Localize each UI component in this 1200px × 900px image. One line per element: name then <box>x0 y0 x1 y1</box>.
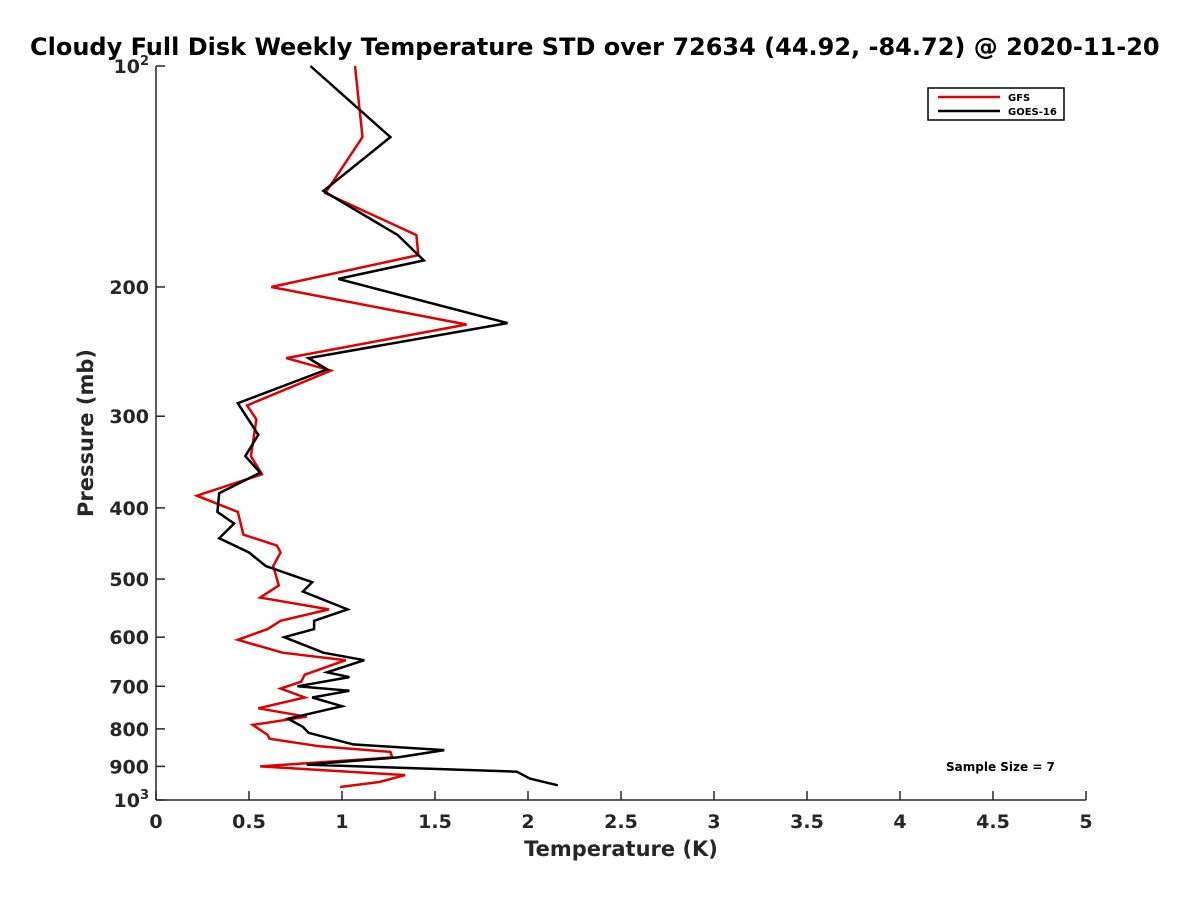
legend-label: GFS <box>1008 93 1030 104</box>
y-tick-label: 600 <box>109 627 149 649</box>
x-tick-label: 4 <box>893 811 906 833</box>
x-tick-label: 2 <box>521 811 534 833</box>
y-axis-label: Pressure (mb) <box>74 349 98 517</box>
plot-area: 0 0.5 1 1.5 2 2.5 3 3.5 4 4.5 5 102 200 300 400 500 600… <box>109 54 1092 833</box>
x-tick-label: 3.5 <box>790 811 824 833</box>
x-tick-label: 3 <box>707 811 720 833</box>
x-tick-label: 0 <box>149 811 162 833</box>
sample-size-annotation: Sample Size = 7 <box>946 760 1055 774</box>
x-tick-label: 4.5 <box>976 811 1010 833</box>
y-tick-label: 900 <box>109 756 149 778</box>
y-tick-label: 200 <box>109 277 149 299</box>
series-line-gfs <box>193 65 467 789</box>
x-axis-label: Temperature (K) <box>524 837 718 861</box>
y-tick-label: 500 <box>109 569 149 591</box>
y-tick-label: 800 <box>109 719 149 741</box>
series-line-goes-16 <box>216 65 559 787</box>
y-tick-label: 700 <box>109 676 149 698</box>
y-tick-label: 400 <box>109 498 149 520</box>
y-tick-label: 300 <box>109 406 149 428</box>
legend-box <box>927 87 1065 121</box>
x-tick-label: 1.5 <box>418 811 452 833</box>
x-axis-ticks: 0 0.5 1 1.5 2 2.5 3 3.5 4 4.5 5 <box>149 791 1093 833</box>
y-tick-label: 103 <box>114 788 150 812</box>
legend-items: GFS GOES-16 <box>938 93 1057 118</box>
x-tick-label: 1 <box>335 811 348 833</box>
y-tick-label: 102 <box>114 54 150 78</box>
legend: GFS GOES-16 <box>927 87 1065 121</box>
x-tick-label: 2.5 <box>604 811 638 833</box>
chart-title: Cloudy Full Disk Weekly Temperature STD … <box>30 33 1160 61</box>
series-layer <box>193 65 559 789</box>
y-axis-ticks: 102 200 300 400 500 600 700 800 900 103 <box>109 54 165 812</box>
x-tick-label: 5 <box>1079 811 1092 833</box>
legend-label: GOES-16 <box>1008 107 1057 118</box>
x-tick-label: 0.5 <box>232 811 266 833</box>
